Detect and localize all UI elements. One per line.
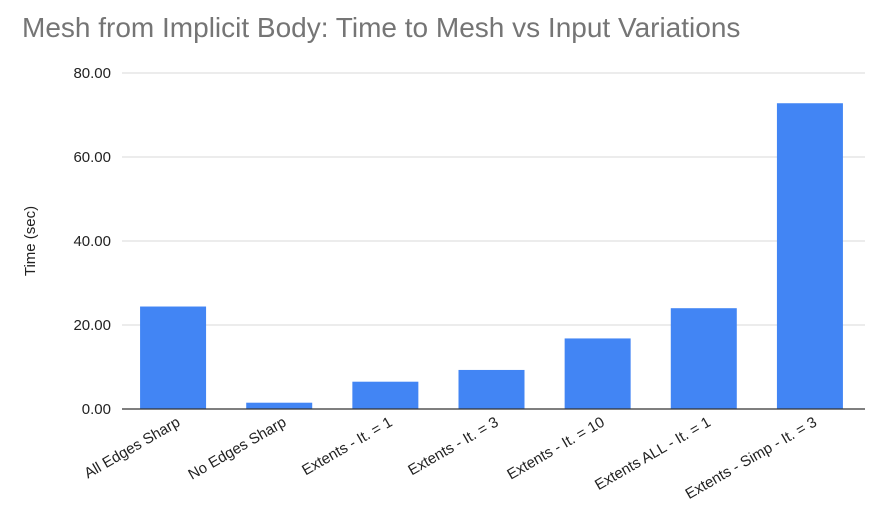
x-tick-label: Extents - It. = 3 [405,414,501,479]
y-tick-label: 20.00 [73,317,111,334]
x-tick-label: Extents - It. = 1 [299,414,395,479]
bar [352,381,419,409]
x-tick-labels: All Edges Sharp No Edges Sharp Extents - I… [81,414,820,503]
y-axis-title: Time (sec) [22,206,39,276]
gridlines [122,72,865,326]
bar [458,369,525,409]
bar [776,103,843,410]
bar [246,402,313,409]
bars [140,103,843,410]
bar [670,308,737,409]
x-tick-label: No Edges Sharp [185,414,289,484]
bar [140,306,207,409]
bar [564,338,631,409]
chart-title: Mesh from Implicit Body: Time to Mesh vs… [22,12,741,43]
y-tick-label: 80.00 [73,65,111,82]
y-tick-labels: 0.00 20.00 40.00 60.00 80.00 [73,65,111,418]
y-tick-label: 0.00 [82,401,111,418]
x-tick-label: Extents - It. = 10 [504,414,607,484]
y-tick-label: 60.00 [73,149,111,166]
y-tick-label: 40.00 [73,233,111,250]
x-tick-label: All Edges Sharp [81,414,183,483]
